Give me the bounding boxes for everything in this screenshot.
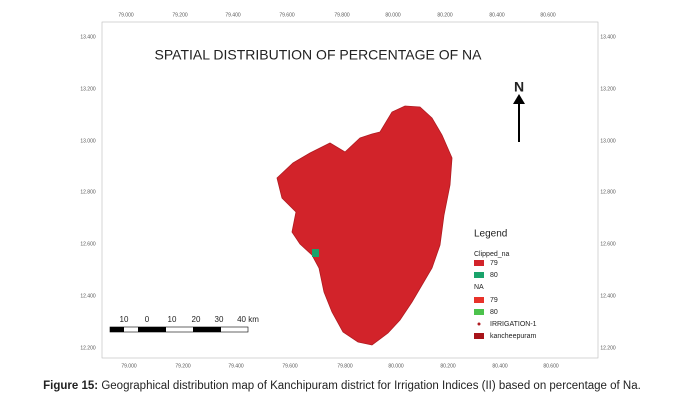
- coord-label: 79.000: [121, 363, 137, 369]
- map-title: SPATIAL DISTRIBUTION OF PERCENTAGE OF NA: [155, 47, 483, 63]
- caption-text: Geographical distribution map of Kanchip…: [101, 380, 641, 392]
- legend-item: 80: [490, 272, 498, 279]
- legend-item: 79: [490, 297, 498, 304]
- coord-label: 80.600: [543, 363, 559, 369]
- coord-label: 80.000: [388, 363, 404, 369]
- coord-label: 12.200: [80, 345, 96, 351]
- legend-swatch: [474, 333, 484, 339]
- caption-label: Figure 15:: [43, 380, 99, 392]
- coord-label: 12.600: [600, 241, 616, 247]
- legend-swatch: [474, 297, 484, 303]
- legend-swatch: [474, 309, 484, 315]
- coord-label: 13.400: [600, 34, 616, 40]
- north-label: N: [514, 79, 524, 95]
- green-patch: [312, 249, 319, 257]
- legend-item: IRRIGATION-1: [490, 321, 537, 328]
- coord-label: 80.600: [540, 12, 556, 18]
- coord-label: 80.400: [492, 363, 508, 369]
- coord-label: 12.800: [600, 189, 616, 195]
- district-shape: [276, 105, 453, 346]
- legend-swatch: [474, 260, 484, 266]
- legend-group: Clipped_na: [474, 251, 510, 258]
- coord-label: 79.200: [172, 12, 188, 18]
- coord-label: 12.800: [80, 189, 96, 195]
- scale-label: 10: [120, 315, 129, 324]
- legend-item: 79: [490, 260, 498, 267]
- legend-group: NA: [474, 284, 484, 291]
- coord-label: 13.000: [600, 138, 616, 144]
- coord-label: 13.400: [80, 34, 96, 40]
- coord-label: 13.200: [80, 86, 96, 92]
- coord-label: 79.800: [334, 12, 350, 18]
- coord-label: 80.000: [385, 12, 401, 18]
- coord-label: 80.200: [440, 363, 456, 369]
- coord-label: 12.400: [80, 293, 96, 299]
- scale-label: 10: [168, 315, 177, 324]
- coord-label: 79.200: [175, 363, 191, 369]
- coord-label: 79.800: [337, 363, 353, 369]
- legend-title: Legend: [474, 229, 507, 240]
- coord-label: 80.200: [437, 12, 453, 18]
- coord-label: 12.600: [80, 241, 96, 247]
- coord-label: 13.200: [600, 86, 616, 92]
- scale-label: 20: [192, 315, 201, 324]
- map-figure: SPATIAL DISTRIBUTION OF PERCENTAGE OF NA…: [80, 12, 616, 369]
- coord-label: 79.600: [279, 12, 295, 18]
- coord-label: 79.600: [282, 363, 298, 369]
- scale-label: 0: [145, 315, 150, 324]
- coord-label: 12.400: [600, 293, 616, 299]
- coord-label: 12.200: [600, 345, 616, 351]
- legend-item: 80: [490, 309, 498, 316]
- legend-swatch: [474, 272, 484, 278]
- scale-label: 30: [215, 315, 224, 324]
- scale-bar: [109, 326, 249, 333]
- caption: Figure 15: Geographical distribution map…: [0, 380, 684, 392]
- coord-label: 79.000: [118, 12, 134, 18]
- coord-label: 13.000: [80, 138, 96, 144]
- coord-label: 79.400: [225, 12, 241, 18]
- north-arrow-head: [513, 94, 525, 104]
- legend-item: kancheepuram: [490, 333, 536, 340]
- coord-label: 80.400: [489, 12, 505, 18]
- legend-point: [477, 322, 481, 326]
- scale-label: 40 km: [237, 315, 259, 324]
- coord-label: 79.400: [228, 363, 244, 369]
